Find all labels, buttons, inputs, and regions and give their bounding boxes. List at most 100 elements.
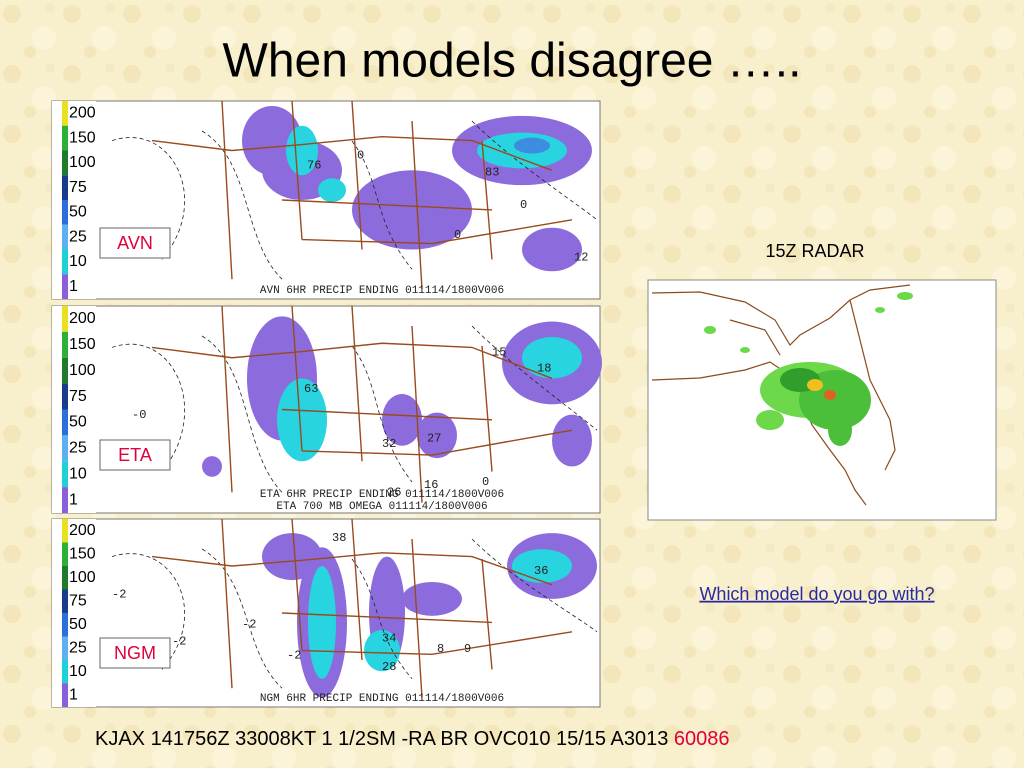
contour-label: 12 xyxy=(574,251,588,265)
radar-echoes xyxy=(704,292,913,446)
map-caption: NGM 6HR PRECIP ENDING 011114/1800V006 xyxy=(260,693,504,705)
contour-label: 18 xyxy=(537,361,551,375)
contour-label: 83 xyxy=(485,165,499,179)
contour-lines xyxy=(111,538,598,689)
legend-label: 1 xyxy=(69,278,78,295)
legend-swatch xyxy=(62,519,68,543)
contour-label: 8 xyxy=(437,642,444,656)
precip-area xyxy=(522,337,582,379)
contour-label: 38 xyxy=(332,531,346,545)
precip-area xyxy=(277,378,327,462)
legend-label: 10 xyxy=(69,253,87,270)
legend-label: 1 xyxy=(69,491,78,508)
legend-label: 10 xyxy=(69,465,87,482)
legend-swatch xyxy=(62,306,68,332)
legend-swatch xyxy=(62,125,68,151)
map-caption: AVN 6HR PRECIP ENDING 011114/1800V006 xyxy=(260,285,504,297)
model-label: ETA xyxy=(118,445,152,465)
contour-label: 63 xyxy=(304,382,318,396)
contour-label: -2 xyxy=(287,648,301,662)
model-label-box xyxy=(99,227,171,259)
legend-label: 200 xyxy=(69,105,96,122)
contour-label: 0 xyxy=(454,228,461,242)
legend-swatch xyxy=(62,101,68,126)
legend-swatch xyxy=(62,613,68,637)
legend-label: 25 xyxy=(69,639,87,656)
legend-label: 50 xyxy=(69,414,87,431)
legend-label: 50 xyxy=(69,616,87,633)
question-link[interactable]: Which model do you go with? xyxy=(699,584,934,604)
precip-area xyxy=(308,566,336,679)
legend-label: 150 xyxy=(69,336,96,353)
legend-label: 100 xyxy=(69,569,96,586)
precip-area xyxy=(318,178,346,202)
legend-swatch xyxy=(62,461,68,488)
precip-area xyxy=(552,414,592,467)
precip-area xyxy=(202,456,222,477)
contour-label: 28 xyxy=(382,660,396,674)
legend-swatch xyxy=(62,589,68,613)
legend-swatch xyxy=(62,566,68,590)
contour-label: 0 xyxy=(357,149,364,163)
precip-area xyxy=(352,170,472,250)
contour-label: 9 xyxy=(464,642,471,656)
legend-label: 150 xyxy=(69,545,96,562)
contour-label: 16 xyxy=(424,478,438,492)
legend-swatch xyxy=(62,660,68,684)
radar-panel: 15Z RADAR xyxy=(647,241,997,521)
contour-label: 0 xyxy=(482,475,489,489)
legend-swatch xyxy=(62,435,68,462)
contour-label: 0 xyxy=(520,198,527,212)
legend-label: 25 xyxy=(69,440,87,457)
state-borders xyxy=(151,518,573,698)
state-borders xyxy=(151,305,573,503)
model-map: 200 150 100 75 50 25 10 1 -2 -2 -2 -2 38 34 28 8 9 36 NGM … xyxy=(51,518,601,708)
precip-area xyxy=(514,137,550,154)
legend-swatch xyxy=(62,175,68,200)
contour-label: -2 xyxy=(112,587,126,601)
contour-label: 15 xyxy=(492,346,506,360)
metar-highlight: 60086 xyxy=(674,728,730,750)
observation: KJAX 141756Z 33008KT 1 1/2SM -RA BR OVC0… xyxy=(95,728,730,750)
legend-swatch xyxy=(62,487,68,513)
model-label: NGM xyxy=(114,643,156,663)
legend-strip xyxy=(52,306,96,513)
legend-label: 25 xyxy=(69,228,87,245)
legend-swatch xyxy=(62,357,68,384)
contour-label: 27 xyxy=(427,432,441,446)
contour-label: 34 xyxy=(382,632,396,646)
slide-title: When models disagree ….. xyxy=(223,35,802,88)
legend-swatch xyxy=(62,409,68,436)
legend-swatch xyxy=(62,383,68,410)
contour-label: 26 xyxy=(387,485,401,499)
model-map: 200 150 100 75 50 25 10 1 76 0 83 0 0 12 AVN 6HR PRECI… xyxy=(51,100,601,300)
legend-strip xyxy=(52,519,96,707)
legend-label: 75 xyxy=(69,592,87,609)
legend-swatch xyxy=(62,224,68,250)
contour-label: 36 xyxy=(534,564,548,578)
legend-swatch xyxy=(62,200,68,225)
legend-swatch xyxy=(62,683,68,707)
precip-area xyxy=(364,629,400,672)
legend-swatch xyxy=(62,636,68,660)
legend-label: 200 xyxy=(69,310,96,327)
precip-area xyxy=(402,581,462,616)
contour-label: -2 xyxy=(172,634,186,648)
contour-label: -2 xyxy=(242,617,256,631)
legend-label: 10 xyxy=(69,663,87,680)
contour-label: -0 xyxy=(132,408,146,422)
precip-area xyxy=(417,412,457,459)
precip-area xyxy=(512,549,572,583)
legend-label: 75 xyxy=(69,179,87,196)
legend-label: 200 xyxy=(69,522,96,539)
model-label-box xyxy=(99,637,171,669)
precip-area xyxy=(382,393,422,446)
legend-swatch xyxy=(62,331,68,358)
legend-label: 75 xyxy=(69,388,87,405)
legend-strip xyxy=(52,101,96,299)
legend-label: 100 xyxy=(69,154,96,171)
